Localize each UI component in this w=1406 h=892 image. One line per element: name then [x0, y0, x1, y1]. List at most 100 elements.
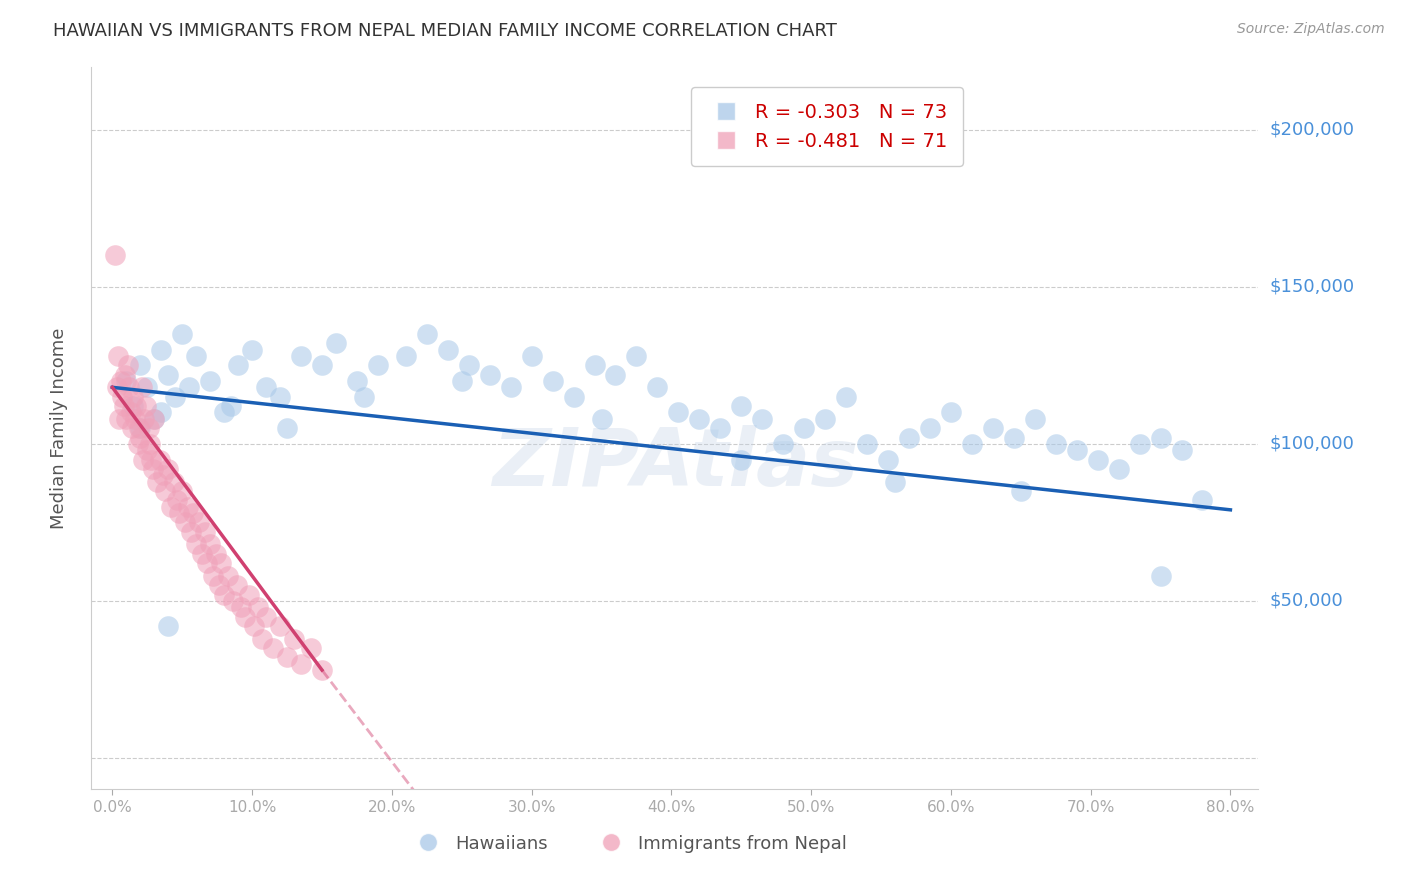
Point: [562, 390, 585, 404]
Point: [128, 421, 150, 435]
Point: [160, 500, 183, 514]
Point: [129, 431, 152, 445]
Point: [499, 380, 522, 394]
Point: [131, 380, 153, 394]
Point: [1191, 493, 1213, 508]
Point: [626, 349, 648, 363]
Point: [188, 516, 211, 530]
Point: [897, 431, 920, 445]
Point: [110, 374, 132, 388]
Point: [1149, 431, 1171, 445]
Point: [276, 650, 298, 665]
Point: [1045, 437, 1067, 451]
Point: [311, 359, 333, 373]
Text: $100,000: $100,000: [1270, 435, 1354, 453]
Point: [143, 411, 166, 425]
Point: [107, 349, 129, 363]
Point: [541, 374, 564, 388]
Point: [150, 405, 173, 419]
Point: [125, 399, 148, 413]
Point: [1066, 443, 1088, 458]
Point: [111, 390, 134, 404]
Point: [262, 641, 284, 656]
Point: [918, 421, 941, 435]
Point: [225, 578, 247, 592]
Point: [666, 405, 689, 419]
Point: [198, 374, 221, 388]
Point: [118, 380, 141, 394]
Point: [226, 359, 249, 373]
Point: [197, 556, 219, 570]
Point: [179, 380, 201, 394]
Point: [478, 368, 501, 382]
Point: [157, 619, 180, 633]
Point: [283, 632, 305, 646]
Point: [209, 556, 232, 570]
Point: [591, 411, 613, 425]
Point: [129, 421, 152, 435]
Point: [186, 349, 208, 363]
Point: [647, 380, 669, 394]
Point: [183, 506, 205, 520]
Point: [127, 437, 149, 451]
Point: [186, 537, 208, 551]
Point: [1024, 411, 1046, 425]
Text: $150,000: $150,000: [1270, 277, 1354, 296]
Point: [884, 475, 907, 489]
Point: [856, 437, 879, 451]
Point: [457, 359, 479, 373]
Point: [238, 588, 260, 602]
Point: [877, 452, 900, 467]
Text: Source: ZipAtlas.com: Source: ZipAtlas.com: [1237, 22, 1385, 37]
Point: [122, 399, 145, 413]
Point: [290, 657, 312, 671]
Point: [155, 483, 177, 498]
Point: [250, 632, 273, 646]
Point: [138, 421, 160, 435]
Point: [254, 609, 277, 624]
Point: [143, 411, 166, 425]
Point: [311, 663, 333, 677]
Point: [793, 421, 815, 435]
Y-axis label: Median Family Income: Median Family Income: [49, 327, 67, 529]
Point: [177, 500, 200, 514]
Point: [191, 547, 214, 561]
Point: [124, 411, 146, 425]
Point: [112, 399, 135, 413]
Point: [730, 452, 752, 467]
Point: [217, 569, 239, 583]
Point: [325, 336, 347, 351]
Point: [353, 390, 375, 404]
Point: [240, 343, 263, 357]
Point: [960, 437, 983, 451]
Point: [221, 594, 243, 608]
Legend: Hawaiians, Immigrants from Nepal: Hawaiians, Immigrants from Nepal: [402, 828, 853, 860]
Point: [212, 405, 235, 419]
Text: $200,000: $200,000: [1270, 120, 1354, 139]
Point: [122, 390, 145, 404]
Point: [981, 421, 1004, 435]
Point: [212, 588, 235, 602]
Point: [198, 537, 221, 551]
Point: [1002, 431, 1025, 445]
Point: [346, 374, 368, 388]
Point: [172, 483, 194, 498]
Point: [772, 437, 794, 451]
Point: [157, 368, 180, 382]
Point: [104, 248, 127, 262]
Point: [201, 569, 224, 583]
Point: [229, 600, 252, 615]
Point: [180, 524, 202, 539]
Point: [1149, 569, 1171, 583]
Point: [730, 399, 752, 413]
Point: [367, 359, 389, 373]
Point: [416, 326, 439, 341]
Point: [105, 380, 128, 394]
Point: [605, 368, 627, 382]
Point: [1170, 443, 1192, 458]
Point: [146, 475, 169, 489]
Point: [132, 452, 155, 467]
Point: [169, 506, 191, 520]
Point: [139, 437, 162, 451]
Point: [751, 411, 773, 425]
